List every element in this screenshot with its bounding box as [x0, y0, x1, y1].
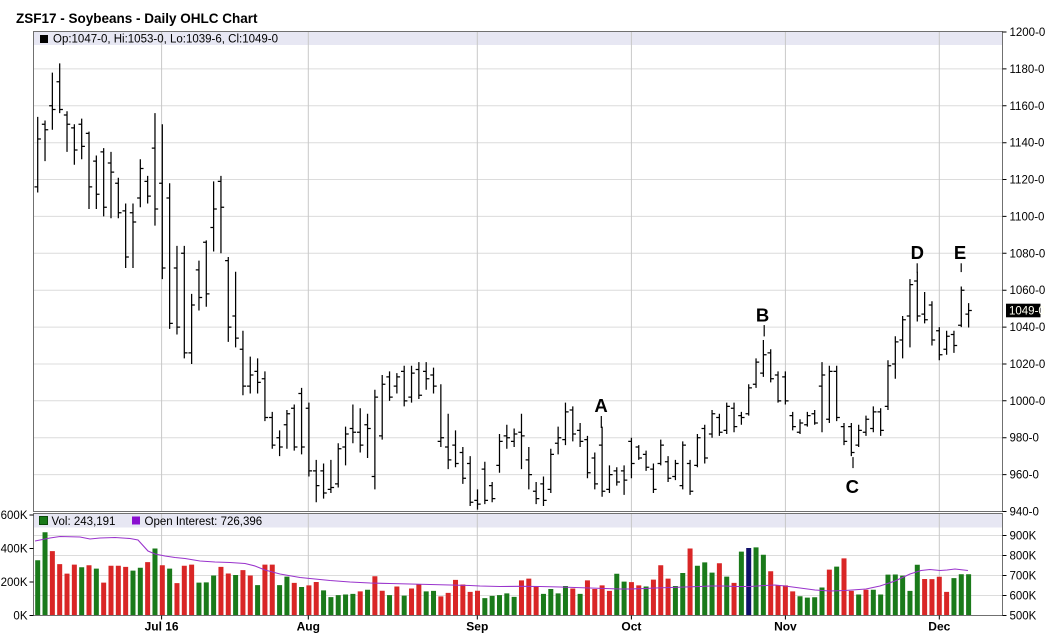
svg-text:700K: 700K	[1010, 571, 1037, 583]
svg-text:1040-0: 1040-0	[1010, 322, 1046, 334]
svg-text:C: C	[846, 476, 859, 497]
svg-text:A: A	[594, 395, 607, 416]
svg-text:600K: 600K	[1, 510, 28, 522]
svg-text:D: D	[911, 242, 924, 263]
svg-text:Oct: Oct	[621, 620, 641, 634]
svg-text:Aug: Aug	[297, 620, 320, 634]
svg-text:940-0: 940-0	[1010, 507, 1039, 519]
svg-text:1060-0: 1060-0	[1010, 285, 1046, 297]
svg-text:900K: 900K	[1010, 531, 1037, 543]
svg-text:500K: 500K	[1010, 611, 1037, 623]
svg-text:980-0: 980-0	[1010, 433, 1039, 445]
svg-text:1100-0: 1100-0	[1010, 211, 1045, 223]
svg-text:1049-0: 1049-0	[1009, 306, 1045, 318]
svg-text:200K: 200K	[1, 577, 28, 589]
svg-text:1020-0: 1020-0	[1010, 359, 1046, 371]
svg-text:1180-0: 1180-0	[1010, 64, 1045, 76]
svg-text:Sep: Sep	[466, 620, 488, 634]
svg-text:Op:1047-0, Hi:1053-0, Lo:1039-: Op:1047-0, Hi:1053-0, Lo:1039-6, Cl:1049…	[53, 34, 278, 46]
svg-text:Nov: Nov	[774, 620, 797, 634]
svg-text:1200-0: 1200-0	[1010, 27, 1046, 39]
svg-text:1000-0: 1000-0	[1010, 396, 1046, 408]
svg-text:0K: 0K	[13, 611, 27, 623]
svg-text:1120-0: 1120-0	[1010, 175, 1045, 187]
svg-text:1080-0: 1080-0	[1010, 248, 1046, 260]
svg-text:B: B	[756, 305, 769, 326]
svg-text:400K: 400K	[1, 544, 28, 556]
svg-text:E: E	[954, 242, 966, 263]
svg-text:960-0: 960-0	[1010, 470, 1039, 482]
svg-text:1160-0: 1160-0	[1010, 101, 1045, 113]
svg-text:ZSF17 - Soybeans - Daily OHLC: ZSF17 - Soybeans - Daily OHLC Chart	[16, 11, 258, 26]
svg-text:1140-0: 1140-0	[1010, 138, 1045, 150]
svg-text:Vol: 243,191: Vol: 243,191	[52, 516, 116, 528]
svg-text:800K: 800K	[1010, 551, 1037, 563]
svg-text:Jul 16: Jul 16	[145, 620, 179, 634]
svg-text:600K: 600K	[1010, 591, 1037, 603]
svg-text:Dec: Dec	[928, 620, 950, 634]
svg-text:Open Interest: 726,396: Open Interest: 726,396	[145, 516, 263, 528]
